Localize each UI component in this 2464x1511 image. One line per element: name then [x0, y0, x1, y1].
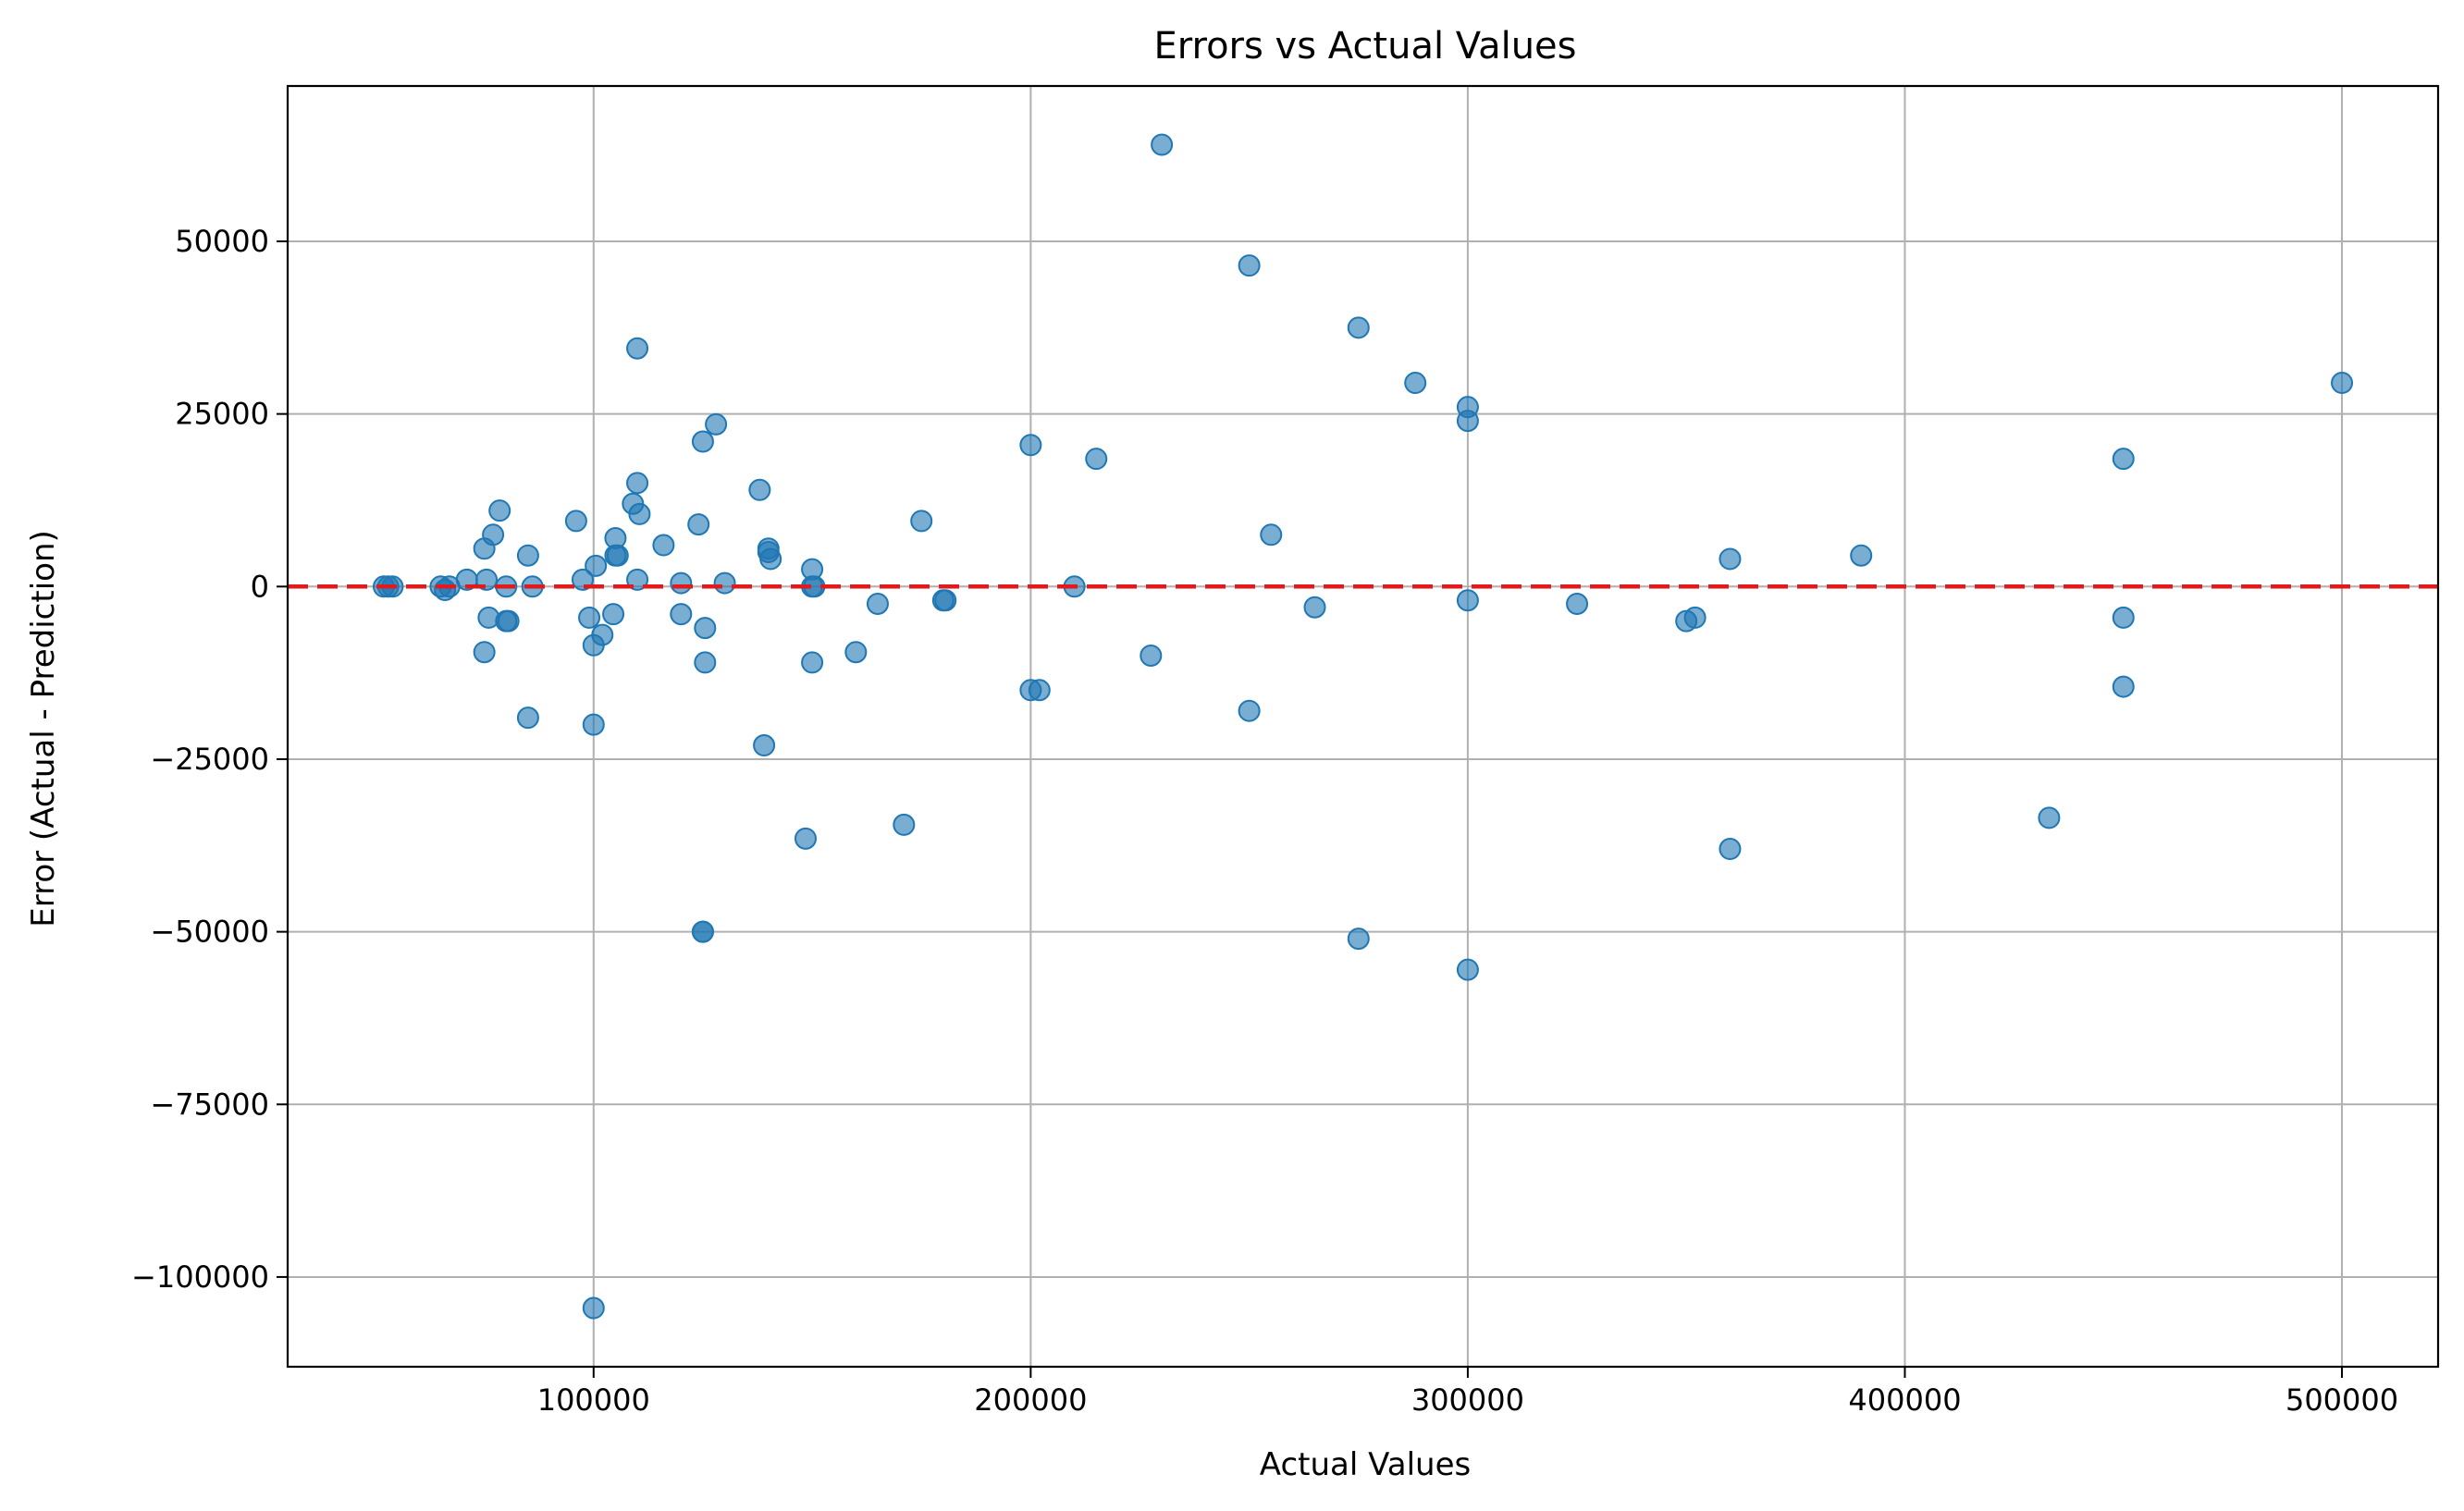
data-point	[1151, 133, 1174, 156]
x-tick-label: 500000	[2285, 1382, 2398, 1418]
data-point	[794, 827, 817, 850]
x-tick-label: 100000	[537, 1382, 650, 1418]
data-point	[691, 430, 714, 453]
data-point	[473, 641, 496, 664]
data-point	[1456, 958, 1479, 981]
data-point	[564, 510, 587, 533]
data-point	[694, 617, 717, 640]
data-point	[1347, 927, 1370, 951]
data-point	[670, 571, 693, 595]
data-point	[578, 606, 601, 629]
data-point	[694, 651, 717, 674]
data-point	[691, 920, 714, 943]
x-axis-ticks: 100000 200000 300000 400000 500000	[537, 1367, 2398, 1418]
data-point	[582, 713, 605, 736]
data-point	[910, 510, 933, 533]
data-point	[2112, 675, 2135, 698]
y-tick-label: −75000	[150, 1087, 269, 1122]
y-tick-label: 25000	[175, 397, 269, 432]
data-point	[1404, 372, 1427, 395]
y-tick-label: 50000	[175, 224, 269, 259]
x-tick-label: 200000	[974, 1382, 1087, 1418]
data-point	[801, 651, 824, 674]
data-point	[1085, 448, 1108, 471]
data-points	[372, 133, 2354, 1320]
y-axis-label: Error (Actual - Prediction)	[25, 530, 62, 927]
data-point	[757, 537, 780, 560]
data-point	[713, 571, 736, 595]
data-point	[1456, 410, 1479, 433]
data-point	[482, 523, 505, 547]
data-point	[2038, 806, 2061, 829]
data-point	[866, 592, 889, 615]
data-point	[1719, 838, 1742, 861]
data-point	[2331, 372, 2354, 395]
data-point	[516, 706, 539, 730]
data-point	[516, 544, 539, 567]
data-point	[1456, 589, 1479, 612]
data-point	[497, 609, 520, 633]
data-point	[1566, 592, 1589, 615]
y-tick-label: −25000	[150, 742, 269, 777]
data-point	[748, 478, 771, 501]
data-point	[606, 544, 629, 567]
data-point	[626, 337, 649, 360]
data-point	[582, 1296, 605, 1320]
data-point	[1019, 434, 1042, 457]
y-tick-label: −100000	[131, 1259, 269, 1295]
x-tick-label: 300000	[1411, 1382, 1524, 1418]
x-tick-label: 400000	[1848, 1382, 1961, 1418]
plot-frame	[286, 84, 2440, 1369]
grid-lines	[288, 86, 2438, 1367]
data-point	[602, 603, 625, 626]
data-point	[1683, 606, 1706, 629]
data-point	[652, 534, 675, 557]
data-point	[488, 499, 511, 522]
y-tick-label: 0	[251, 569, 269, 604]
data-point	[844, 641, 868, 664]
data-point	[1303, 596, 1326, 619]
data-point	[893, 813, 916, 836]
data-point	[753, 734, 776, 757]
data-point	[1140, 644, 1163, 667]
data-point	[1238, 254, 1261, 277]
data-point	[705, 412, 728, 436]
data-point	[626, 472, 649, 495]
data-point	[1347, 316, 1370, 339]
data-point	[687, 513, 710, 536]
data-point	[934, 589, 957, 612]
data-point	[591, 623, 614, 646]
data-point	[2112, 606, 2135, 629]
x-axis-label: Actual Values	[1260, 1446, 1471, 1483]
data-point	[1028, 679, 1051, 702]
data-point	[1719, 547, 1742, 571]
data-point	[585, 554, 608, 577]
y-tick-label: −50000	[150, 915, 269, 950]
data-point	[1238, 699, 1261, 722]
data-point	[628, 502, 651, 525]
data-point	[1850, 544, 1873, 567]
data-point	[1260, 523, 1283, 547]
y-axis-ticks: −100000 −75000 −50000 −25000 0 25000 50000	[131, 224, 288, 1295]
data-point	[670, 603, 693, 626]
chart-title: Errors vs Actual Values	[1154, 25, 1577, 68]
data-point	[2112, 448, 2135, 471]
